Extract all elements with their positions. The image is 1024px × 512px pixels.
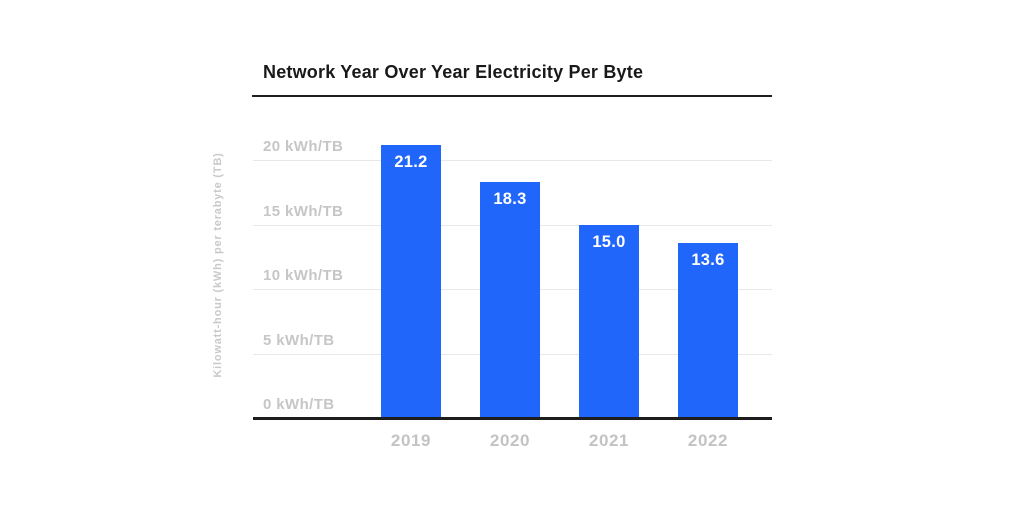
x-axis-line bbox=[253, 417, 772, 420]
title-underline bbox=[252, 95, 772, 97]
y-axis-label: Kilowatt-hour (kWh) per terabyte (TB) bbox=[212, 152, 224, 378]
gridline-20 bbox=[253, 160, 772, 161]
x-tick-label-2022: 2022 bbox=[687, 431, 729, 450]
y-tick-label-10: 10 kWh/TB bbox=[263, 267, 344, 284]
bar-2021: 15.0 bbox=[579, 224, 639, 418]
bar-value-label: 13.6 bbox=[691, 250, 725, 269]
bar-2019: 21.2 bbox=[381, 144, 441, 418]
bar-value-label: 18.3 bbox=[493, 189, 527, 208]
x-tick-label-2021: 2021 bbox=[588, 431, 630, 450]
x-tick-label-2019: 2019 bbox=[390, 431, 432, 450]
bar-2022: 13.6 bbox=[678, 242, 738, 418]
bar-value-label: 15.0 bbox=[592, 232, 626, 251]
bar-value-label: 21.2 bbox=[394, 152, 428, 171]
y-tick-label-15: 15 kWh/TB bbox=[263, 202, 344, 220]
bar-2020: 18.3 bbox=[480, 181, 540, 418]
y-tick-label-20: 20 kWh/TB bbox=[263, 138, 344, 155]
y-tick-label-0: 0 kWh/TB bbox=[263, 396, 335, 413]
y-tick-label-5: 5 kWh/TB bbox=[263, 331, 335, 349]
chart-title: Network Year Over Year Electricity Per B… bbox=[263, 62, 644, 82]
x-tick-label-2020: 2020 bbox=[489, 431, 531, 450]
